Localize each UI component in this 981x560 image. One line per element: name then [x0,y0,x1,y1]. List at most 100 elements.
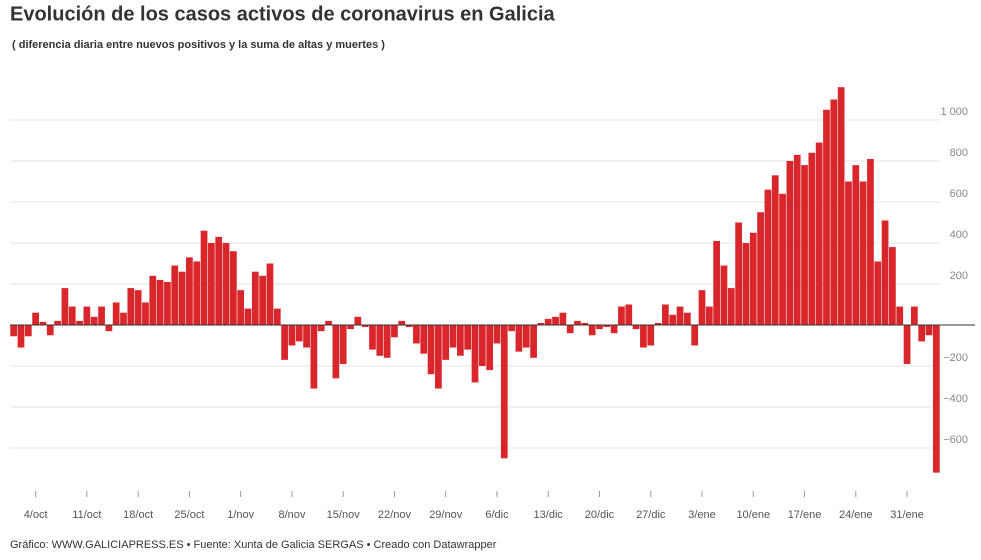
bar [881,220,889,325]
chart-subtitle: ( diferencia diaria entre nuevos positiv… [12,39,385,51]
bar [288,325,296,346]
bar [676,306,684,325]
bar [486,325,494,371]
bar [837,87,845,325]
bar [24,325,32,337]
bar [735,222,742,325]
bar [662,304,669,325]
y-tick-label: 400 [950,229,968,241]
bar [522,325,530,348]
bar [61,288,69,325]
bar [530,325,537,358]
x-tick-label: 11/oct [72,509,101,521]
y-tick-label: −200 [943,352,968,364]
x-tick-label: 31/ene [890,509,924,521]
bar [39,321,47,325]
bar [647,325,655,346]
x-tick-label: 22/nov [378,509,412,521]
x-tick-label: 8/nov [278,509,305,521]
bar [537,322,545,325]
bar [317,325,325,332]
bar [266,263,274,325]
bar [757,212,764,325]
bar [420,325,428,354]
x-tick-label: 17/ene [788,509,822,521]
bar [574,320,581,325]
bar [98,306,105,325]
footer: Gráfico: WWW.GALICIAPRESS.ES • Fuente: X… [10,539,497,551]
bar [193,261,201,325]
x-tick-label: 29/nov [429,509,463,521]
bar [588,325,596,336]
y-tick-label: −400 [943,393,968,405]
bar [376,325,384,356]
bar [713,240,721,325]
bar [749,232,757,325]
bar [786,161,794,325]
bar [208,243,215,325]
x-tick-label: 6/dic [485,509,509,521]
x-tick-label: 13/dic [534,509,564,521]
bar [215,236,223,325]
bar [295,325,303,342]
bar [76,320,83,325]
bar [391,325,398,338]
bar [632,325,640,330]
bar [478,325,486,366]
bar [427,325,435,375]
bar [779,193,786,325]
bar [471,325,479,383]
bar [618,306,625,325]
bar [911,306,918,325]
bar [90,316,98,325]
bar [83,306,91,325]
x-tick-label: 27/dic [636,509,666,521]
bar [369,325,376,350]
bar [244,308,252,325]
bar [134,290,142,325]
bar [508,325,515,332]
bar [640,325,647,348]
bar [771,175,779,325]
bar [325,320,332,325]
bar [698,290,706,325]
bar [229,251,237,325]
bar [500,325,508,459]
bar [435,325,442,389]
bar [105,325,113,332]
bar [859,181,867,325]
bar [830,99,838,325]
bar [823,109,830,325]
bar [442,325,450,360]
bar [610,325,618,334]
bar [10,325,18,337]
bar [683,312,691,325]
bar [171,265,179,325]
bar [903,325,911,364]
bar [889,247,896,325]
bar [310,325,318,389]
bar [742,243,750,325]
bar [596,325,603,330]
x-tick-label: 18/oct [123,509,153,521]
bar [654,322,662,325]
bar [339,325,347,364]
bar [764,189,772,325]
bar [918,325,926,342]
bar [515,325,523,352]
bar [68,306,76,325]
bar [867,158,874,325]
bar [801,165,808,325]
bar [32,312,39,325]
bar [691,325,699,346]
bar [932,325,940,473]
bar [156,279,164,325]
bar [164,281,171,325]
x-tick-label: 15/nov [327,509,361,521]
bar [566,325,574,334]
y-tick-label: 200 [950,270,968,282]
bar [449,325,457,348]
x-tick-label: 3/ene [688,509,716,521]
bar [127,288,135,325]
